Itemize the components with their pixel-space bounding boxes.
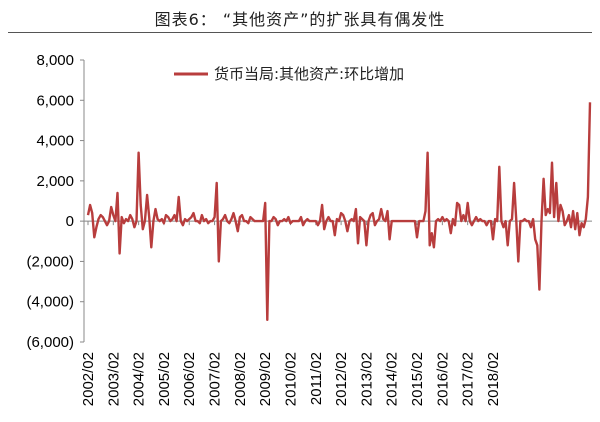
- x-tick-label: 2015/02: [409, 352, 426, 406]
- y-tick-label: (6,000): [26, 334, 74, 351]
- legend-label: 货币当局:其他资产:环比增加: [214, 65, 404, 83]
- figure-title: 图表6： “其他资产”的扩张具有偶发性: [154, 10, 446, 29]
- x-tick-label: 2008/02: [232, 352, 249, 406]
- x-tick-label: 2009/02: [257, 352, 274, 406]
- x-tick-label: 2010/02: [282, 352, 299, 406]
- x-tick-label: 2014/02: [384, 352, 401, 406]
- x-tick-label: 2016/02: [434, 352, 451, 406]
- x-tick-label: 2013/02: [358, 352, 375, 406]
- y-tick-label: 6,000: [36, 92, 74, 109]
- x-tick-label: 2003/02: [105, 352, 122, 406]
- title-divider: [8, 32, 592, 33]
- y-tick-label: 4,000: [36, 133, 74, 150]
- x-tick-label: 2012/02: [333, 352, 350, 406]
- x-tick-label: 2017/02: [460, 352, 477, 406]
- x-tick-label: 2011/02: [308, 352, 325, 405]
- y-axis: 8,000 6,000 4,000 2,000 0 (2,000) (4,000) (6,00…: [26, 52, 85, 351]
- y-tick-label: 0: [66, 213, 74, 230]
- series-line: [86, 102, 592, 321]
- y-tick-label: 2,000: [36, 173, 74, 190]
- x-axis: 2002/02 2003/02 2004/02 2005/02 2006/02 2007/…: [80, 220, 592, 406]
- legend: 货币当局:其他资产:环比增加: [174, 65, 404, 83]
- y-tick-label: (2,000): [26, 253, 74, 270]
- y-tick-label: 8,000: [36, 52, 74, 69]
- x-tick-label: 2018/02: [485, 352, 502, 406]
- x-tick-label: 2005/02: [156, 352, 173, 406]
- y-tick-label: (4,000): [26, 294, 74, 311]
- x-tick-label: 2007/02: [207, 352, 224, 406]
- x-tick-label: 2002/02: [80, 352, 97, 406]
- x-tick-label: 2004/02: [131, 352, 148, 406]
- series-layer: [86, 102, 592, 321]
- x-tick-label: 2006/02: [181, 352, 198, 406]
